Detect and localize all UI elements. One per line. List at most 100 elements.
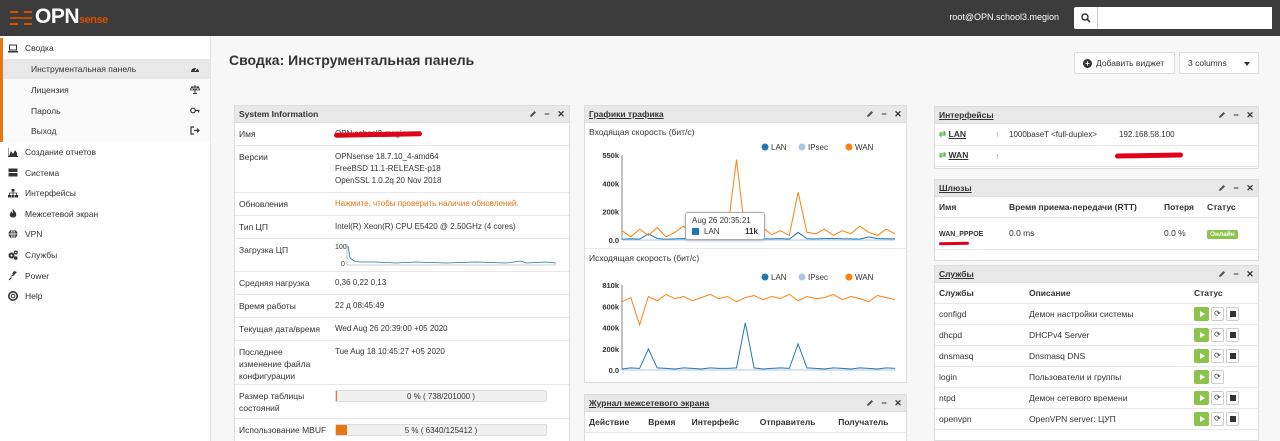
pencil-icon[interactable] bbox=[1218, 183, 1226, 193]
server-icon bbox=[8, 168, 18, 178]
restart-icon[interactable]: ⟳ bbox=[1211, 327, 1224, 342]
widget-controls: − ✕ bbox=[866, 398, 902, 408]
sysinfo-label: Текущая дата/время bbox=[239, 324, 320, 334]
pencil-icon[interactable] bbox=[1218, 110, 1226, 120]
dashboard-icon bbox=[190, 64, 200, 74]
widget-title[interactable]: Интерфейсы bbox=[939, 110, 994, 120]
interface-link-lan[interactable]: LAN bbox=[948, 128, 966, 139]
minimize-icon[interactable]: − bbox=[881, 398, 887, 408]
restart-icon[interactable]: ⟳ bbox=[1211, 306, 1224, 321]
restart-icon[interactable]: ⟳ bbox=[1211, 369, 1224, 384]
traffic-out-label: Исходящая скорость (бит/с) bbox=[589, 253, 700, 263]
minimize-icon[interactable]: − bbox=[881, 109, 887, 119]
sysinfo-row-cpu: Тип ЦП Intel(R) Xeon(R) CPU E5420 @ 2.50… bbox=[235, 216, 569, 239]
service-running-icon[interactable] bbox=[1194, 369, 1209, 384]
stop-icon[interactable] bbox=[1226, 327, 1239, 342]
sidebar-item-help[interactable]: Help bbox=[0, 286, 210, 307]
column-header: Интерфейс bbox=[687, 412, 756, 433]
close-icon[interactable]: ✕ bbox=[894, 109, 902, 119]
legend-swatch bbox=[798, 273, 806, 281]
gateway-loss: 0.0 % bbox=[1160, 217, 1203, 250]
stop-icon[interactable] bbox=[1226, 306, 1239, 321]
sidebar-item-lobby[interactable]: Сводка bbox=[0, 38, 210, 59]
y-tick-label: 0.0 bbox=[609, 366, 619, 375]
sysinfo-row-uptime: Время работы 22 д 08:45:49 bbox=[235, 295, 569, 318]
legend-swatch bbox=[798, 143, 806, 151]
widget-traffic-graphs: Графики трафика − ✕ Входящая скорость (б… bbox=[584, 105, 907, 383]
close-icon[interactable]: ✕ bbox=[1246, 183, 1254, 193]
y-tick-label: 810k bbox=[602, 281, 620, 290]
minimize-icon[interactable]: − bbox=[1233, 269, 1239, 279]
table-row: dhcpd DHCPv4 Server ⟳ bbox=[935, 324, 1258, 346]
sysinfo-row-last-config: Последнее изменение файла конфигурации T… bbox=[235, 341, 569, 385]
opnsense-logo[interactable]: OPNsense bbox=[10, 5, 108, 29]
minimize-icon[interactable]: − bbox=[544, 109, 550, 119]
pencil-icon[interactable] bbox=[1218, 269, 1226, 279]
service-desc: Демон настройки системы bbox=[1025, 303, 1190, 325]
widget-title[interactable]: Службы bbox=[939, 269, 974, 279]
sidebar-item-system[interactable]: Система bbox=[0, 162, 210, 183]
sysinfo-label: Обновления bbox=[239, 199, 288, 209]
restart-icon[interactable]: ⟳ bbox=[1211, 411, 1224, 426]
sidebar-item-interfaces[interactable]: Интерфейсы bbox=[0, 183, 210, 204]
add-widget-button[interactable]: + Добавить виджет bbox=[1074, 52, 1175, 74]
minimize-icon[interactable]: − bbox=[1233, 110, 1239, 120]
sidebar-sub-dashboard[interactable]: Инструментальная панель bbox=[0, 58, 210, 80]
legend-entry[interactable]: IPsec bbox=[798, 273, 829, 282]
restart-icon[interactable]: ⟳ bbox=[1211, 390, 1224, 405]
stop-icon[interactable] bbox=[1226, 348, 1239, 363]
check-updates-link[interactable]: Нажмите, чтобы проверить наличие обновле… bbox=[335, 199, 519, 208]
legend-entry[interactable]: LAN bbox=[761, 143, 787, 152]
legend-entry[interactable]: WAN bbox=[845, 273, 874, 282]
sidebar-sub-logout[interactable]: Выход bbox=[0, 120, 210, 142]
sidebar-item-services[interactable]: Службы bbox=[0, 245, 210, 266]
legend-label: WAN bbox=[855, 273, 874, 282]
close-icon[interactable]: ✕ bbox=[894, 398, 902, 408]
legend-entry[interactable]: LAN bbox=[761, 273, 787, 282]
redaction-mark bbox=[1114, 151, 1184, 159]
service-running-icon[interactable] bbox=[1194, 348, 1209, 363]
service-running-icon[interactable] bbox=[1194, 411, 1209, 426]
restart-icon[interactable]: ⟳ bbox=[1211, 348, 1224, 363]
caret-down-icon bbox=[1244, 62, 1250, 66]
service-running-icon[interactable] bbox=[1194, 306, 1209, 321]
minimize-icon[interactable]: − bbox=[1233, 183, 1239, 193]
legend-entry[interactable]: WAN bbox=[845, 143, 874, 152]
widget-title[interactable]: Графики трафика bbox=[589, 109, 664, 119]
redaction-mark bbox=[938, 241, 970, 245]
interface-link-wan[interactable]: WAN bbox=[948, 150, 969, 160]
sysinfo-avg-load: 0,36 0,22 0,13 bbox=[335, 278, 387, 287]
column-header: Действие bbox=[585, 412, 645, 433]
service-running-icon[interactable] bbox=[1194, 390, 1209, 405]
close-icon[interactable]: ✕ bbox=[557, 109, 565, 119]
columns-select[interactable]: 3 columns bbox=[1179, 52, 1259, 74]
widget-title[interactable]: Шлюзы bbox=[939, 183, 972, 193]
legend-entry[interactable]: IPsec bbox=[798, 143, 829, 152]
widget-firewall-log: Журнал межсетевого экрана − ✕ Действие В… bbox=[584, 394, 907, 441]
legend-swatch bbox=[845, 273, 853, 281]
close-icon[interactable]: ✕ bbox=[1246, 269, 1254, 279]
sidebar-item-power[interactable]: Power bbox=[0, 265, 210, 286]
sysinfo-row-updates: Обновления Нажмите, чтобы проверить нали… bbox=[235, 193, 569, 216]
pencil-icon[interactable] bbox=[866, 109, 874, 119]
widget-controls: − ✕ bbox=[866, 109, 902, 119]
columns-select-value: 3 columns bbox=[1188, 58, 1227, 68]
pencil-icon[interactable] bbox=[529, 109, 537, 119]
sysinfo-last-config: Tue Aug 18 10:45:27 +05 2020 bbox=[335, 347, 445, 356]
sidebar-item-firewall[interactable]: Межсетевой экран bbox=[0, 204, 210, 225]
close-icon[interactable]: ✕ bbox=[1246, 110, 1254, 120]
widget-title[interactable]: Журнал межсетевого экрана bbox=[589, 398, 710, 408]
current-user[interactable]: root@OPN.school3.megion bbox=[949, 12, 1059, 22]
firewall-log-table: Действие Время Интерфейс Отправитель Пол… bbox=[585, 412, 906, 433]
pencil-icon[interactable] bbox=[866, 398, 874, 408]
sidebar-sub-password[interactable]: Пароль bbox=[0, 100, 210, 121]
sidebar-sub-license[interactable]: Лицензия bbox=[0, 79, 210, 101]
sidebar-item-reporting[interactable]: Создание отчетов bbox=[0, 142, 210, 163]
stop-icon[interactable] bbox=[1226, 411, 1239, 426]
sysinfo-row-name: Имя OPN.school3.megion bbox=[235, 123, 569, 146]
stop-icon[interactable] bbox=[1226, 390, 1239, 405]
search-button[interactable] bbox=[1074, 7, 1098, 29]
search-input[interactable] bbox=[1098, 7, 1272, 29]
sidebar-item-vpn[interactable]: VPN bbox=[0, 224, 210, 245]
service-running-icon[interactable] bbox=[1194, 327, 1209, 342]
